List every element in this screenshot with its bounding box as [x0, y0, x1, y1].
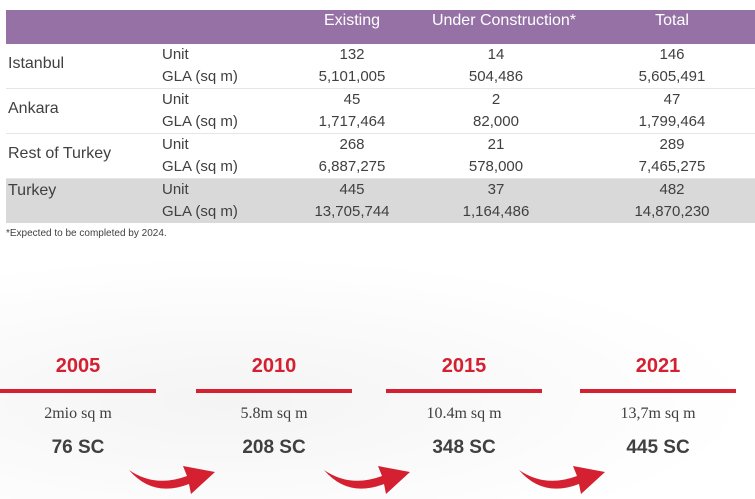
- timeline-item-2021: 2021 13,7m sq m 445 SC: [580, 355, 736, 459]
- gla-total: 5,605,491: [638, 68, 706, 85]
- unit-under-construction: 21: [487, 136, 505, 153]
- header-existing: Existing: [323, 12, 381, 29]
- unit-existing: 268: [339, 136, 365, 153]
- table-row-rest-of-turkey: Rest of Turkey Unit 268 21 289 GLA (sq m…: [6, 134, 755, 179]
- timeline-item-2005: 2005 2mio sq m 76 SC: [0, 355, 156, 459]
- region-name: Istanbul: [8, 55, 65, 72]
- curved-arrow-icon: [324, 466, 410, 494]
- table-row-istanbul: Istanbul Unit 132 14 146 GLA (sq m) 5,10…: [6, 44, 755, 89]
- unit-under-construction: 2: [491, 91, 501, 108]
- timeline-year: 2015: [441, 355, 487, 377]
- gla-label: GLA (sq m): [162, 203, 238, 220]
- unit-total: 146: [659, 46, 685, 63]
- timeline-year: 2021: [635, 355, 681, 377]
- unit-total: 47: [663, 91, 681, 108]
- table-row-turkey-total: Turkey Unit 445 37 482 GLA (sq m) 13,705…: [6, 179, 755, 223]
- unit-label: Unit: [162, 181, 189, 198]
- unit-existing: 445: [339, 181, 365, 198]
- gla-existing: 6,887,275: [318, 158, 386, 175]
- timeline-divider: [196, 389, 352, 393]
- unit-total: 289: [659, 136, 685, 153]
- unit-label: Unit: [162, 91, 189, 108]
- gla-under-construction: 1,164,486: [462, 203, 530, 220]
- timeline-divider: [580, 389, 736, 393]
- curved-arrow-icon: [129, 466, 215, 494]
- timeline-sc-count: 208 SC: [242, 437, 306, 458]
- header-total: Total: [655, 12, 689, 29]
- timeline-divider: [386, 389, 542, 393]
- gla-total: 1,799,464: [638, 113, 706, 130]
- timeline-sc-count: 445 SC: [626, 437, 690, 458]
- gla-existing: 1,717,464: [318, 113, 386, 130]
- header-under-construction: Under Construction*: [431, 12, 577, 29]
- timeline-year: 2010: [251, 355, 297, 377]
- timeline-item-2010: 2010 5.8m sq m 208 SC: [196, 355, 352, 459]
- gla-existing: 5,101,005: [318, 68, 386, 85]
- timeline-sc-count: 76 SC: [51, 437, 105, 458]
- gla-under-construction: 504,486: [468, 68, 524, 85]
- gla-total: 14,870,230: [634, 203, 710, 220]
- unit-label: Unit: [162, 46, 189, 63]
- shopping-center-table: Existing Under Construction* Total Istan…: [6, 10, 755, 223]
- gla-total: 7,465,275: [638, 158, 706, 175]
- unit-total: 482: [659, 181, 685, 198]
- gla-label: GLA (sq m): [162, 158, 238, 175]
- unit-under-construction: 37: [487, 181, 505, 198]
- gla-label: GLA (sq m): [162, 68, 238, 85]
- table-row-ankara: Ankara Unit 45 2 47 GLA (sq m) 1,717,464…: [6, 89, 755, 134]
- region-name: Turkey: [8, 182, 57, 199]
- timeline-sc-count: 348 SC: [432, 437, 496, 458]
- gla-existing: 13,705,744: [314, 203, 390, 220]
- region-name: Rest of Turkey: [8, 145, 112, 162]
- background-texture: [0, 255, 755, 499]
- gla-under-construction: 578,000: [468, 158, 524, 175]
- timeline-divider: [0, 389, 156, 393]
- timeline-area: 10.4m sq m: [426, 405, 502, 422]
- unit-under-construction: 14: [487, 46, 505, 63]
- table-header: Existing Under Construction* Total: [6, 10, 755, 44]
- timeline-area: 2mio sq m: [44, 405, 112, 422]
- gla-label: GLA (sq m): [162, 113, 238, 130]
- timeline-area: 13,7m sq m: [620, 405, 696, 422]
- unit-label: Unit: [162, 136, 189, 153]
- region-name: Ankara: [8, 100, 59, 117]
- table-footnote: *Expected to be completed by 2024.: [6, 228, 167, 239]
- curved-arrow-icon: [519, 466, 605, 494]
- timeline-area: 5.8m sq m: [240, 405, 308, 422]
- timeline-year: 2005: [55, 355, 101, 377]
- unit-existing: 132: [339, 46, 365, 63]
- timeline-item-2015: 2015 10.4m sq m 348 SC: [386, 355, 542, 459]
- gla-under-construction: 82,000: [473, 113, 519, 130]
- unit-existing: 45: [343, 91, 361, 108]
